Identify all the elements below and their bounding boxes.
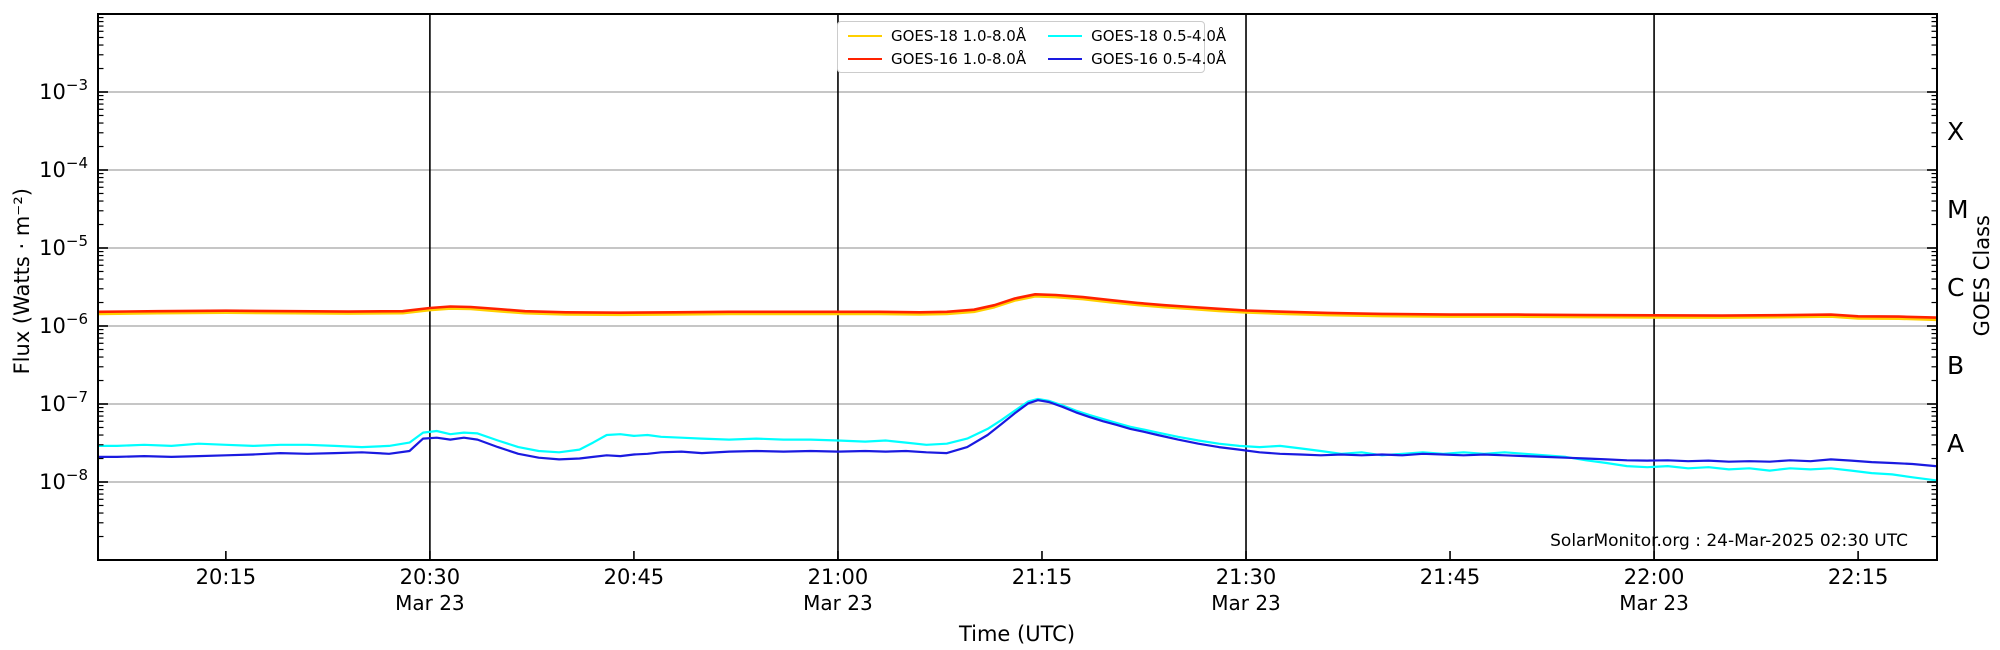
x-tick-label: 20:45 <box>604 565 665 589</box>
right-axis-title: GOES Class <box>1970 215 1994 337</box>
y-tick-label: 10−6 <box>39 310 88 338</box>
legend-entry: GOES-16 0.5-4.0Å <box>1048 50 1226 68</box>
x-tick-date-label: Mar 23 <box>1619 591 1689 615</box>
legend-entry: GOES-18 0.5-4.0Å <box>1048 27 1226 45</box>
plot-border <box>97 13 1938 561</box>
legend-label: GOES-16 0.5-4.0Å <box>1091 49 1227 68</box>
series-line <box>98 293 1937 319</box>
x-tick-date-label: Mar 23 <box>1211 591 1281 615</box>
legend-line-swatch <box>1048 34 1083 37</box>
attribution-text: SolarMonitor.org : 24-Mar-2025 02:30 UTC <box>1550 531 1908 551</box>
x-tick-label: 20:15 <box>196 565 257 589</box>
goes-class-letter: M <box>1947 195 1969 224</box>
goes-class-letter: X <box>1947 117 1964 146</box>
legend-entry: GOES-16 1.0-8.0Å <box>848 50 1026 68</box>
legend-line-swatch <box>848 57 882 60</box>
legend-line-swatch <box>1048 57 1083 60</box>
x-tick-label: 21:30 <box>1216 565 1277 589</box>
x-tick-date-label: Mar 23 <box>395 591 465 615</box>
legend-line-swatch <box>848 34 882 37</box>
goes-class-letter: C <box>1947 273 1964 302</box>
y-tick-label: 10−4 <box>39 154 88 182</box>
x-tick-date-label: Mar 23 <box>803 591 873 615</box>
y-tick-label: 10−7 <box>39 388 88 416</box>
x-tick-label: 22:15 <box>1828 565 1889 589</box>
legend-label: GOES-16 1.0-8.0Å <box>891 49 1027 68</box>
y-axis-title: Flux (Watts · m⁻²) <box>10 188 34 375</box>
goes-class-letter: A <box>1947 429 1964 458</box>
x-tick-label: 21:00 <box>808 565 869 589</box>
goes-class-letter: B <box>1947 351 1964 380</box>
series-line <box>98 295 1937 322</box>
x-tick-label: 21:15 <box>1012 565 1073 589</box>
y-tick-label: 10−3 <box>39 76 88 104</box>
legend: GOES-18 1.0-8.0Å GOES-16 1.0-8.0Å GOES-18 … <box>837 21 1226 73</box>
x-axis-title: Time (UTC) <box>958 622 1076 646</box>
legend-label: GOES-18 0.5-4.0Å <box>1091 26 1227 45</box>
y-tick-label: 10−8 <box>39 466 88 494</box>
y-tick-label: 10−5 <box>39 232 88 260</box>
x-tick-label: 21:45 <box>1420 565 1481 589</box>
series-group <box>98 293 1937 482</box>
legend-entry: GOES-18 1.0-8.0Å <box>848 27 1026 45</box>
x-tick-label: 22:00 <box>1624 565 1685 589</box>
x-tick-label: 20:30 <box>400 565 461 589</box>
series-line <box>98 397 1937 482</box>
series-line <box>98 399 1937 468</box>
legend-label: GOES-18 1.0-8.0Å <box>891 26 1027 45</box>
